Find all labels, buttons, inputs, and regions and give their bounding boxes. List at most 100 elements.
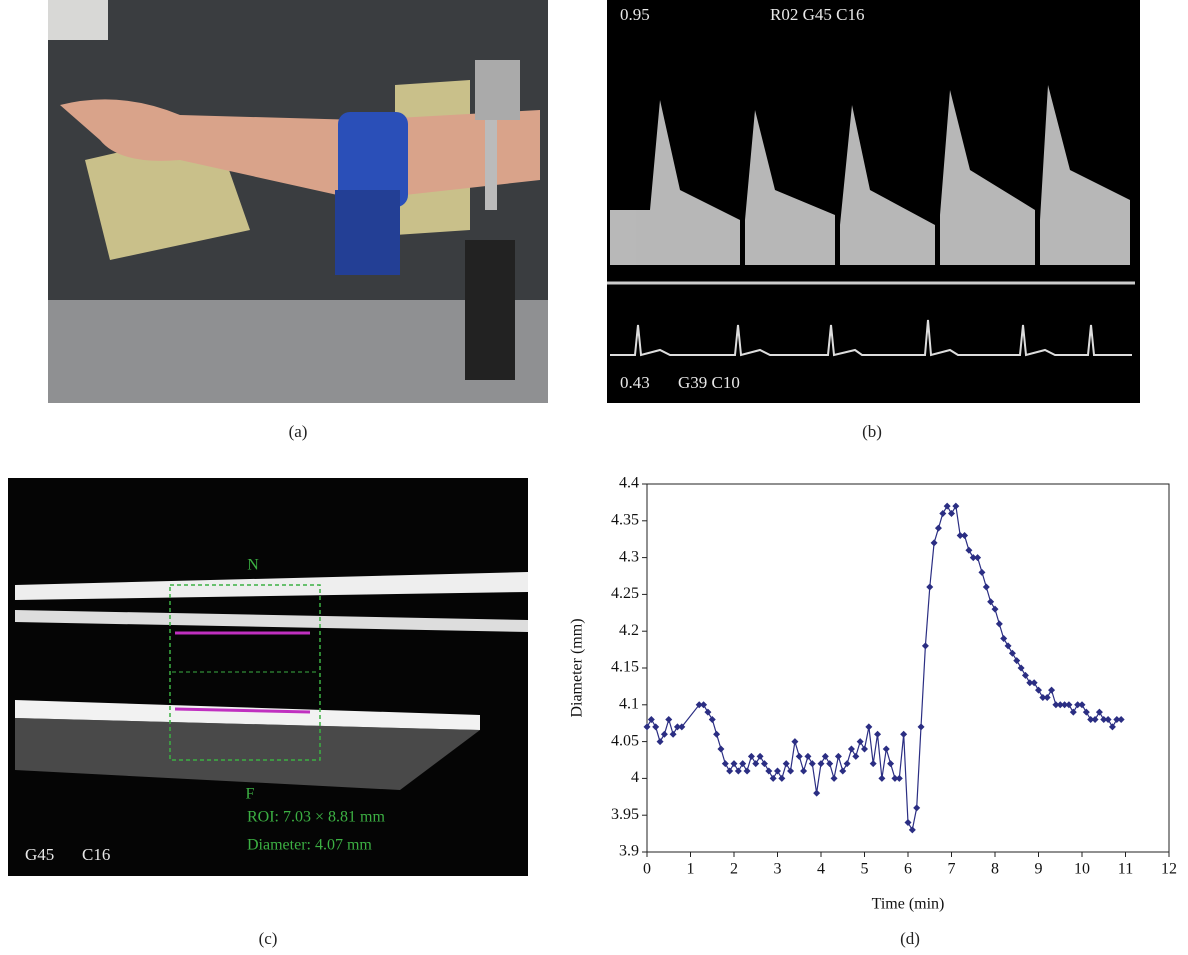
x-tick-label: 9 <box>1035 861 1043 878</box>
data-point <box>757 753 764 760</box>
data-point <box>922 642 929 649</box>
data-point <box>918 723 925 730</box>
data-point <box>983 584 990 591</box>
data-point <box>748 753 755 760</box>
data-point <box>996 620 1003 627</box>
data-point <box>739 760 746 767</box>
y-tick-label: 4.4 <box>619 475 639 492</box>
data-point <box>800 768 807 775</box>
data-point <box>839 768 846 775</box>
x-tick-label: 11 <box>1118 861 1133 878</box>
data-point <box>948 510 955 517</box>
data-point <box>717 745 724 752</box>
x-tick-label: 3 <box>774 861 782 878</box>
data-point <box>722 760 729 767</box>
data-point <box>770 775 777 782</box>
gain-text: G45 <box>25 845 54 864</box>
data-point <box>1005 642 1012 649</box>
data-point <box>952 503 959 510</box>
x-tick-label: 7 <box>948 861 956 878</box>
data-point <box>857 738 864 745</box>
data-point <box>974 554 981 561</box>
data-point <box>752 760 759 767</box>
far-wall-label: F <box>246 786 255 803</box>
data-point <box>1105 716 1112 723</box>
data-point <box>648 716 655 723</box>
data-point <box>1022 672 1029 679</box>
data-point <box>883 745 890 752</box>
data-point <box>804 753 811 760</box>
data-point <box>887 760 894 767</box>
x-tick-label: 1 <box>687 861 695 878</box>
data-point <box>874 731 881 738</box>
data-point <box>909 826 916 833</box>
data-point <box>652 723 659 730</box>
y-tick-label: 4.3 <box>619 548 639 565</box>
x-tick-label: 2 <box>730 861 738 878</box>
x-tick-label: 5 <box>861 861 869 878</box>
data-point <box>926 584 933 591</box>
data-point <box>1035 687 1042 694</box>
figure: (a) 0.95 R02 G45 C16 0.43 G39 C10 (b) N … <box>0 0 1188 955</box>
data-point <box>709 716 716 723</box>
data-point <box>987 598 994 605</box>
data-point <box>791 738 798 745</box>
doppler-scale: 0.43 <box>620 373 650 392</box>
roi-text: ROI: 7.03 × 8.81 mm <box>247 809 385 826</box>
data-point <box>826 760 833 767</box>
data-point <box>835 753 842 760</box>
x-tick-label: 4 <box>817 861 825 878</box>
data-point <box>761 760 768 767</box>
y-tick-label: 3.95 <box>611 806 639 823</box>
data-point <box>783 760 790 767</box>
data-point <box>744 768 751 775</box>
near-wall-label: N <box>247 557 259 574</box>
data-point <box>1118 716 1125 723</box>
data-point <box>1092 716 1099 723</box>
data-point <box>644 723 651 730</box>
data-point <box>1000 635 1007 642</box>
caption: (a) <box>289 422 308 441</box>
caption: (c) <box>259 929 278 948</box>
data-point <box>704 709 711 716</box>
y-tick-label: 4.2 <box>619 622 639 639</box>
data-point <box>965 547 972 554</box>
data-point <box>1079 701 1086 708</box>
y-tick-label: 4 <box>631 769 639 786</box>
data-point <box>961 532 968 539</box>
caption: (d) <box>900 929 920 948</box>
data-point <box>765 768 772 775</box>
data-point <box>670 731 677 738</box>
diameter-text: Diameter: 4.07 mm <box>247 837 372 854</box>
data-point <box>809 760 816 767</box>
compress-text: C16 <box>82 845 110 864</box>
y-tick-label: 4.05 <box>611 732 639 749</box>
data-point <box>778 775 785 782</box>
data-point <box>665 716 672 723</box>
data-point <box>1031 679 1038 686</box>
x-tick-label: 8 <box>991 861 999 878</box>
data-point <box>1083 709 1090 716</box>
data-point <box>831 775 838 782</box>
x-axis-title: Time (min) <box>872 896 945 913</box>
x-tick-label: 0 <box>643 861 651 878</box>
data-point <box>844 760 851 767</box>
photo-panel <box>48 0 548 403</box>
y-tick-label: 4.15 <box>611 659 639 676</box>
data-point <box>861 745 868 752</box>
data-point <box>774 768 781 775</box>
data-point <box>726 768 733 775</box>
data-point <box>713 731 720 738</box>
data-point <box>657 738 664 745</box>
data-point <box>1018 665 1025 672</box>
data-point <box>852 753 859 760</box>
data-point <box>900 731 907 738</box>
data-point <box>818 760 825 767</box>
data-point <box>935 525 942 532</box>
data-point <box>913 804 920 811</box>
data-point <box>1065 701 1072 708</box>
data-point <box>1013 657 1020 664</box>
data-point <box>1048 687 1055 694</box>
doppler-settings: G39 C10 <box>678 373 740 392</box>
data-point <box>939 510 946 517</box>
